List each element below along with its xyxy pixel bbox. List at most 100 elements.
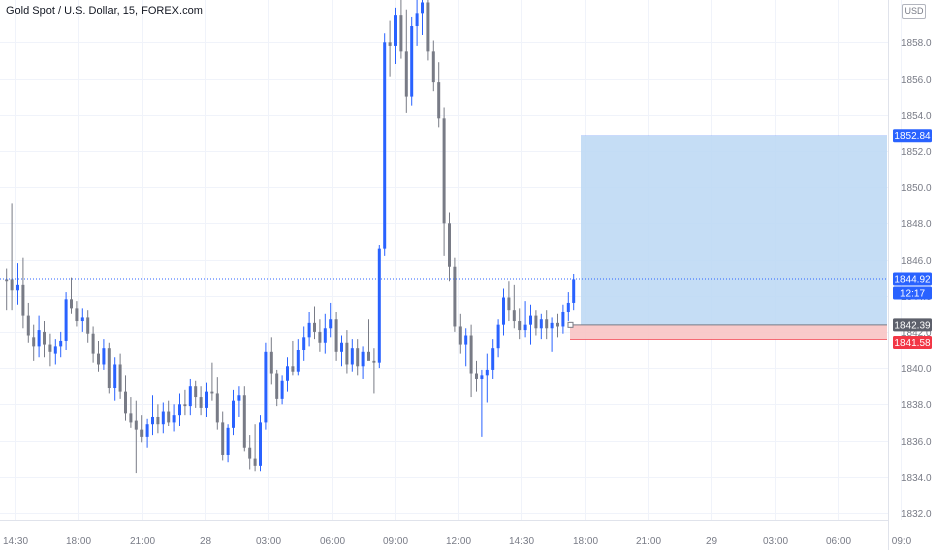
candle-body bbox=[307, 322, 311, 338]
candle-body bbox=[313, 322, 316, 332]
candles bbox=[5, 0, 576, 474]
candle-body bbox=[232, 400, 235, 428]
price-tick-label: 1848.00 bbox=[901, 219, 932, 230]
long-position-tool[interactable] bbox=[567, 135, 887, 341]
loss-zone[interactable] bbox=[570, 324, 887, 340]
candle-body bbox=[388, 42, 392, 46]
candle-body bbox=[372, 360, 376, 363]
chart-title: Gold Spot / U.S. Dollar, 15, FOREX.com bbox=[6, 5, 203, 17]
entry-price-label: 1842.39 bbox=[893, 318, 932, 332]
candle-body bbox=[491, 348, 495, 370]
candle-body bbox=[475, 373, 478, 379]
time-tick-label: 18:00 bbox=[66, 536, 91, 547]
candle-body bbox=[507, 297, 511, 311]
candle-body bbox=[458, 326, 462, 345]
candle-body bbox=[534, 315, 538, 329]
price-axis[interactable]: 1832.00 1834.00 1836.00 1838.00 1840.00 1842.… bbox=[901, 38, 932, 520]
candle-body bbox=[70, 299, 73, 309]
candle-body bbox=[259, 422, 262, 466]
candle-body bbox=[264, 351, 268, 423]
candle-body bbox=[442, 118, 446, 224]
profit-zone[interactable] bbox=[581, 135, 887, 325]
candle-body bbox=[518, 321, 522, 331]
candle-body bbox=[280, 380, 284, 399]
candle-body bbox=[415, 13, 419, 27]
candle-body bbox=[502, 297, 505, 325]
candle-body bbox=[107, 348, 111, 389]
time-tick-label: 14:30 bbox=[509, 536, 534, 547]
candle-body bbox=[59, 340, 63, 347]
candle-body bbox=[64, 299, 68, 341]
candle-body bbox=[523, 324, 527, 331]
price-tick-label: 1834.00 bbox=[901, 473, 932, 484]
price-tick-label: 1840.00 bbox=[901, 364, 932, 375]
candle-body bbox=[129, 413, 133, 423]
time-tick-label: 09:00 bbox=[383, 536, 408, 547]
candle-body bbox=[275, 373, 279, 399]
candle-body bbox=[340, 342, 343, 352]
candle-body bbox=[286, 366, 289, 381]
candle-body bbox=[529, 315, 532, 325]
time-tick-label: 12:00 bbox=[446, 536, 471, 547]
candle-body bbox=[226, 427, 230, 455]
candle-body bbox=[291, 366, 295, 372]
candle-body bbox=[37, 330, 41, 347]
time-tick-label: 29 bbox=[706, 536, 718, 547]
candle-body bbox=[140, 429, 144, 437]
candle-body bbox=[394, 15, 397, 46]
candle-body bbox=[53, 346, 57, 354]
candle-body bbox=[183, 404, 187, 407]
candle-body bbox=[86, 317, 90, 334]
candle-body bbox=[102, 348, 106, 365]
candle-body bbox=[399, 15, 403, 52]
candle-body bbox=[215, 393, 219, 423]
candle-body bbox=[296, 350, 300, 372]
currency-button[interactable]: USD bbox=[902, 4, 926, 19]
candle-body bbox=[48, 344, 52, 352]
candle-body bbox=[453, 266, 457, 327]
candle-body bbox=[97, 353, 100, 365]
time-tick-label: 03:00 bbox=[256, 536, 281, 547]
entry-handle[interactable] bbox=[567, 321, 574, 328]
candle-body bbox=[16, 284, 19, 291]
price-tick-label: 1858.00 bbox=[901, 38, 932, 49]
candle-body bbox=[448, 223, 451, 267]
candle-body bbox=[10, 279, 14, 291]
time-tick-label: 21:00 bbox=[130, 536, 155, 547]
candle-body bbox=[172, 415, 176, 423]
candle-body bbox=[80, 317, 84, 322]
candle-body bbox=[26, 315, 30, 336]
candle-body bbox=[221, 422, 225, 455]
candle-body bbox=[377, 248, 381, 363]
candle-body bbox=[410, 26, 414, 97]
time-tick-label: 06:00 bbox=[826, 536, 851, 547]
current-price-label: 1844.92 bbox=[893, 272, 932, 286]
candle-body bbox=[556, 322, 559, 327]
candle-body bbox=[480, 375, 484, 379]
candle-body bbox=[367, 351, 370, 361]
time-tick-label: 28 bbox=[200, 536, 212, 547]
svg-text:12:17: 12:17 bbox=[900, 289, 925, 300]
svg-text:1841.58: 1841.58 bbox=[894, 338, 931, 349]
target-price-label: 1852.84 bbox=[893, 129, 932, 143]
candle-body bbox=[485, 369, 489, 376]
candle-body bbox=[421, 2, 424, 14]
candle-body bbox=[124, 391, 127, 414]
candle-body bbox=[302, 337, 306, 350]
svg-text:1852.84: 1852.84 bbox=[894, 131, 931, 142]
candle-body bbox=[210, 391, 214, 394]
time-axis[interactable]: 14:30 18:00 21:00 28 03:00 06:00 09:00 12:00 14:… bbox=[3, 536, 912, 547]
candle-body bbox=[205, 391, 208, 408]
candle-body bbox=[545, 319, 549, 329]
candle-body bbox=[21, 284, 25, 316]
time-tick-label: 14:30 bbox=[3, 536, 28, 547]
stop-price-label: 1841.58 bbox=[893, 336, 932, 350]
candle-body bbox=[539, 319, 543, 329]
candle-body bbox=[356, 348, 360, 367]
candle-body bbox=[572, 279, 576, 303]
candle-body bbox=[75, 308, 79, 322]
candle-body bbox=[253, 458, 257, 466]
price-tick-label: 1838.00 bbox=[901, 400, 932, 411]
price-labels: 1852.84 1844.92 12:17 1842.39 1841.58 bbox=[893, 129, 932, 350]
